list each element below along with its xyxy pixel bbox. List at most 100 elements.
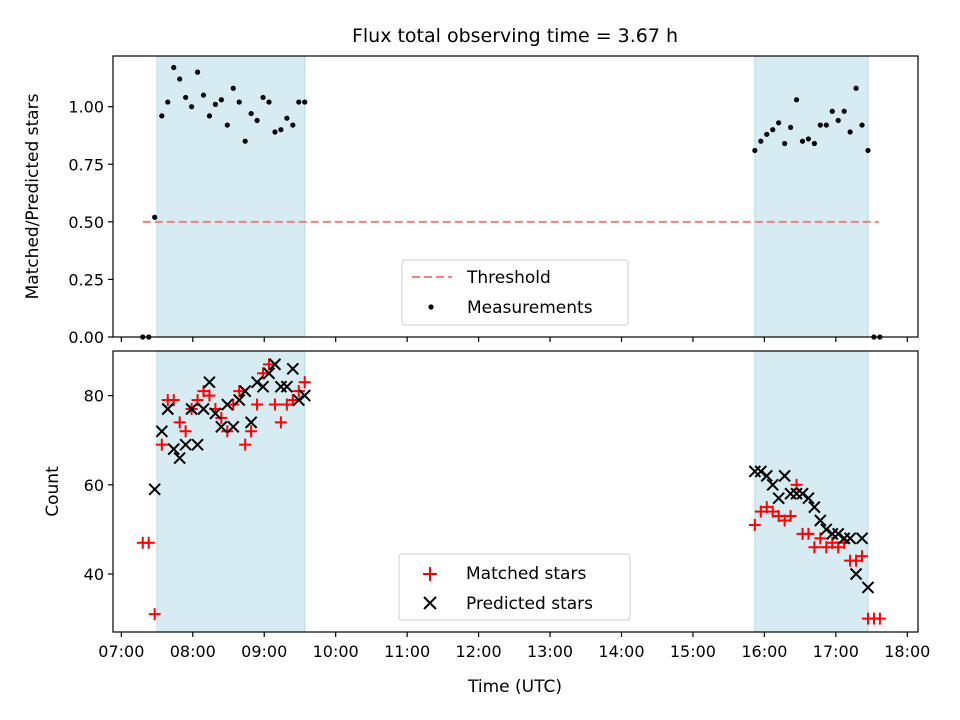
matched-star-marker bbox=[215, 411, 228, 424]
matched-star-marker bbox=[268, 398, 281, 411]
predicted-star-marker bbox=[268, 358, 282, 371]
predicted-star-marker bbox=[861, 581, 875, 594]
predicted-star-marker bbox=[298, 389, 311, 402]
chart-title: Flux total observing time = 3.67 h bbox=[352, 25, 678, 47]
top-legend-box bbox=[401, 259, 629, 326]
predicted-star-marker bbox=[778, 469, 791, 483]
measurement-point bbox=[206, 113, 213, 119]
measurement-point bbox=[284, 115, 290, 121]
predicted-star-marker bbox=[233, 393, 246, 407]
measurement-point bbox=[829, 108, 835, 114]
x-tick-label: 14:00 bbox=[598, 642, 644, 661]
measurement-point bbox=[770, 127, 776, 133]
bottom-y-ticks: 40 60 80 bbox=[84, 387, 113, 584]
matched-star-marker bbox=[748, 518, 761, 531]
matched-star-marker bbox=[221, 425, 234, 438]
measurement-point bbox=[805, 136, 812, 142]
measurement-point bbox=[218, 97, 224, 103]
measurement-point bbox=[159, 113, 165, 119]
x-tick-label: 12:00 bbox=[456, 642, 502, 661]
shaded-interval bbox=[156, 55, 306, 338]
predicted-star-marker bbox=[209, 407, 222, 420]
predicted-star-marker bbox=[203, 376, 216, 389]
measurement-point bbox=[752, 147, 758, 154]
predicted-star-marker bbox=[221, 398, 234, 411]
predicted-star-marker bbox=[292, 393, 305, 407]
shaded-interval bbox=[754, 55, 869, 338]
measurement-point bbox=[278, 127, 284, 133]
top-y-tick-label: 0.25 bbox=[68, 270, 104, 289]
legend-measurement-swatch bbox=[428, 304, 434, 310]
predicted-stars-points bbox=[148, 358, 875, 594]
predicted-star-marker bbox=[244, 416, 258, 429]
measurement-point bbox=[758, 138, 764, 144]
predicted-star-marker bbox=[238, 384, 252, 398]
predicted-star-marker bbox=[173, 451, 186, 465]
bottom-legend: Matched stars Predicted stars bbox=[398, 553, 631, 621]
predicted-star-marker bbox=[148, 483, 161, 496]
top-y-axis-label: Matched/Predicted stars bbox=[23, 93, 43, 299]
measurement-point bbox=[841, 108, 847, 114]
measurement-point bbox=[787, 124, 794, 131]
measurement-point bbox=[171, 64, 177, 71]
matched-star-marker bbox=[274, 416, 287, 429]
predicted-star-marker bbox=[843, 532, 857, 545]
shaded-interval bbox=[754, 350, 869, 633]
x-tick-label: 13:00 bbox=[527, 642, 573, 661]
predicted-star-marker bbox=[832, 527, 845, 541]
predicted-star-marker bbox=[802, 491, 815, 505]
legend-threshold-label: Threshold bbox=[466, 268, 551, 288]
measurement-point bbox=[853, 85, 859, 91]
legend-predicted-label: Predicted stars bbox=[466, 594, 593, 614]
measurement-point bbox=[236, 99, 242, 105]
matched-star-marker bbox=[203, 389, 216, 402]
x-tick-label: 07:00 bbox=[98, 642, 144, 661]
predicted-star-marker bbox=[161, 402, 174, 416]
predicted-star-marker bbox=[808, 500, 821, 514]
legend-matched-label: Matched stars bbox=[466, 564, 586, 584]
measurement-point bbox=[177, 76, 183, 82]
measurement-point bbox=[248, 110, 254, 117]
predicted-star-marker bbox=[155, 425, 169, 438]
measurement-point bbox=[260, 94, 266, 101]
bottom-y-tick-label: 80 bbox=[84, 387, 104, 406]
predicted-star-marker bbox=[215, 420, 228, 434]
x-tick-label: 10:00 bbox=[313, 642, 359, 661]
measurement-point bbox=[165, 99, 171, 105]
x-tick-label: 16:00 bbox=[741, 642, 787, 661]
x-tick-label: 17:00 bbox=[813, 642, 859, 661]
matched-star-marker bbox=[155, 438, 168, 451]
predicted-star-marker bbox=[772, 491, 785, 505]
measurement-point bbox=[799, 138, 806, 144]
measurement-point bbox=[266, 99, 272, 105]
predicted-star-marker bbox=[197, 402, 210, 416]
measurement-point bbox=[242, 138, 248, 144]
bottom-axes-frame bbox=[112, 350, 919, 633]
bottom-y-tick-label: 60 bbox=[84, 476, 104, 495]
matched-star-marker bbox=[802, 527, 815, 540]
measurement-point bbox=[296, 99, 302, 105]
measurement-point bbox=[290, 122, 296, 128]
measurement-point bbox=[811, 140, 817, 147]
x-tick-label: 18:00 bbox=[884, 642, 930, 661]
ratio-panel: 0.00 0.25 0.50 0.75 1.00 Matched/Predicted s… bbox=[23, 55, 919, 347]
measurement-point bbox=[764, 131, 770, 137]
bottom-y-axis-label: Count bbox=[43, 466, 63, 517]
predicted-star-marker bbox=[256, 380, 270, 393]
predicted-star-marker bbox=[179, 438, 192, 451]
predicted-star-marker bbox=[167, 442, 180, 456]
predicted-star-marker bbox=[227, 420, 240, 434]
matched-star-marker bbox=[784, 510, 797, 523]
predicted-star-marker bbox=[849, 567, 863, 581]
matched-star-marker bbox=[873, 612, 886, 625]
measurement-point bbox=[230, 85, 236, 91]
predicted-star-marker bbox=[250, 376, 264, 389]
bottom-y-tick-label: 40 bbox=[84, 565, 104, 584]
legend-matched-swatch bbox=[423, 567, 437, 581]
matched-star-marker bbox=[251, 398, 264, 411]
predicted-star-marker bbox=[820, 523, 833, 536]
matched-star-marker bbox=[148, 608, 161, 621]
measurement-point bbox=[817, 122, 823, 128]
top-y-tick-label: 0.50 bbox=[68, 213, 104, 232]
measurement-point bbox=[200, 92, 207, 98]
